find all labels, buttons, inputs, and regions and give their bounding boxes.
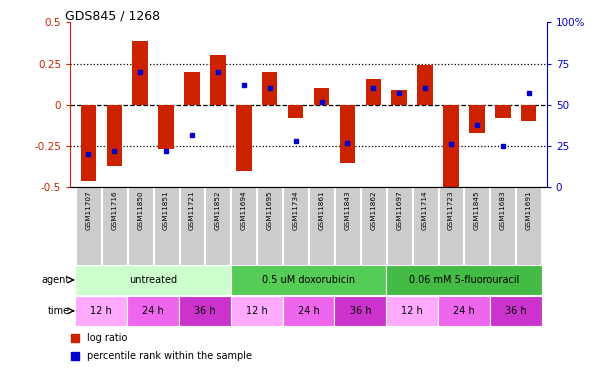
Bar bbox=[495, 105, 511, 118]
Text: percentile rank within the sample: percentile rank within the sample bbox=[87, 351, 252, 361]
Text: GSM11697: GSM11697 bbox=[396, 190, 402, 230]
Text: GSM11851: GSM11851 bbox=[163, 190, 169, 230]
Bar bbox=[75, 296, 127, 326]
Text: 12 h: 12 h bbox=[90, 306, 112, 316]
Text: 36 h: 36 h bbox=[194, 306, 216, 316]
Bar bbox=[438, 296, 490, 326]
Bar bbox=[361, 187, 386, 264]
Bar bbox=[128, 187, 153, 264]
Bar bbox=[158, 105, 174, 149]
Bar bbox=[283, 296, 334, 326]
Bar bbox=[386, 296, 438, 326]
Text: 0.5 uM doxorubicin: 0.5 uM doxorubicin bbox=[262, 275, 355, 285]
Bar bbox=[231, 296, 283, 326]
Text: GSM11850: GSM11850 bbox=[137, 190, 143, 230]
Bar bbox=[102, 187, 126, 264]
Text: time: time bbox=[48, 306, 70, 316]
Text: GSM11691: GSM11691 bbox=[525, 190, 532, 230]
Bar bbox=[75, 265, 231, 295]
Bar bbox=[516, 187, 541, 264]
Text: agent: agent bbox=[42, 275, 70, 285]
Bar bbox=[180, 187, 205, 264]
Text: 24 h: 24 h bbox=[298, 306, 320, 316]
Bar bbox=[313, 88, 329, 105]
Bar bbox=[76, 187, 101, 264]
Text: 36 h: 36 h bbox=[349, 306, 371, 316]
Bar bbox=[365, 78, 381, 105]
Text: GSM11843: GSM11843 bbox=[345, 190, 350, 230]
Bar bbox=[283, 187, 308, 264]
Bar bbox=[469, 105, 485, 133]
Bar bbox=[309, 187, 334, 264]
Bar bbox=[232, 187, 256, 264]
Bar bbox=[127, 296, 179, 326]
Text: log ratio: log ratio bbox=[87, 333, 127, 343]
Text: GSM11861: GSM11861 bbox=[318, 190, 324, 230]
Text: GSM11845: GSM11845 bbox=[474, 190, 480, 230]
Text: GDS845 / 1268: GDS845 / 1268 bbox=[65, 9, 161, 22]
Bar bbox=[387, 187, 412, 264]
Bar bbox=[490, 296, 542, 326]
Bar bbox=[210, 56, 225, 105]
Text: GSM11716: GSM11716 bbox=[111, 190, 117, 230]
Bar bbox=[443, 105, 459, 187]
Bar bbox=[179, 296, 231, 326]
Bar bbox=[412, 187, 437, 264]
Bar bbox=[133, 40, 148, 105]
Text: 12 h: 12 h bbox=[401, 306, 423, 316]
Bar bbox=[335, 187, 360, 264]
Text: GSM11707: GSM11707 bbox=[86, 190, 92, 230]
Bar bbox=[106, 105, 122, 166]
Bar bbox=[257, 187, 282, 264]
Bar bbox=[491, 187, 515, 264]
Text: 36 h: 36 h bbox=[505, 306, 527, 316]
Bar bbox=[236, 105, 252, 171]
Text: GSM11721: GSM11721 bbox=[189, 190, 195, 230]
Bar bbox=[386, 265, 542, 295]
Text: GSM11852: GSM11852 bbox=[215, 190, 221, 230]
Bar bbox=[464, 187, 489, 264]
Text: GSM11734: GSM11734 bbox=[293, 190, 299, 230]
Text: GSM11723: GSM11723 bbox=[448, 190, 454, 230]
Bar bbox=[288, 105, 304, 118]
Bar bbox=[417, 65, 433, 105]
Bar bbox=[340, 105, 355, 162]
Bar bbox=[521, 105, 536, 122]
Text: GSM11714: GSM11714 bbox=[422, 190, 428, 230]
Text: 12 h: 12 h bbox=[246, 306, 268, 316]
Text: GSM11694: GSM11694 bbox=[241, 190, 247, 230]
Bar bbox=[154, 187, 178, 264]
Bar bbox=[439, 187, 464, 264]
Text: 0.06 mM 5-fluorouracil: 0.06 mM 5-fluorouracil bbox=[409, 275, 519, 285]
Text: untreated: untreated bbox=[129, 275, 177, 285]
Text: GSM11683: GSM11683 bbox=[500, 190, 506, 230]
Bar bbox=[334, 296, 386, 326]
Text: GSM11862: GSM11862 bbox=[370, 190, 376, 230]
Text: GSM11695: GSM11695 bbox=[267, 190, 273, 230]
Bar bbox=[231, 265, 386, 295]
Bar bbox=[392, 90, 407, 105]
Bar bbox=[185, 72, 200, 105]
Text: 24 h: 24 h bbox=[453, 306, 475, 316]
Bar bbox=[81, 105, 96, 181]
Bar bbox=[262, 72, 277, 105]
Text: 24 h: 24 h bbox=[142, 306, 164, 316]
Bar bbox=[205, 187, 230, 264]
